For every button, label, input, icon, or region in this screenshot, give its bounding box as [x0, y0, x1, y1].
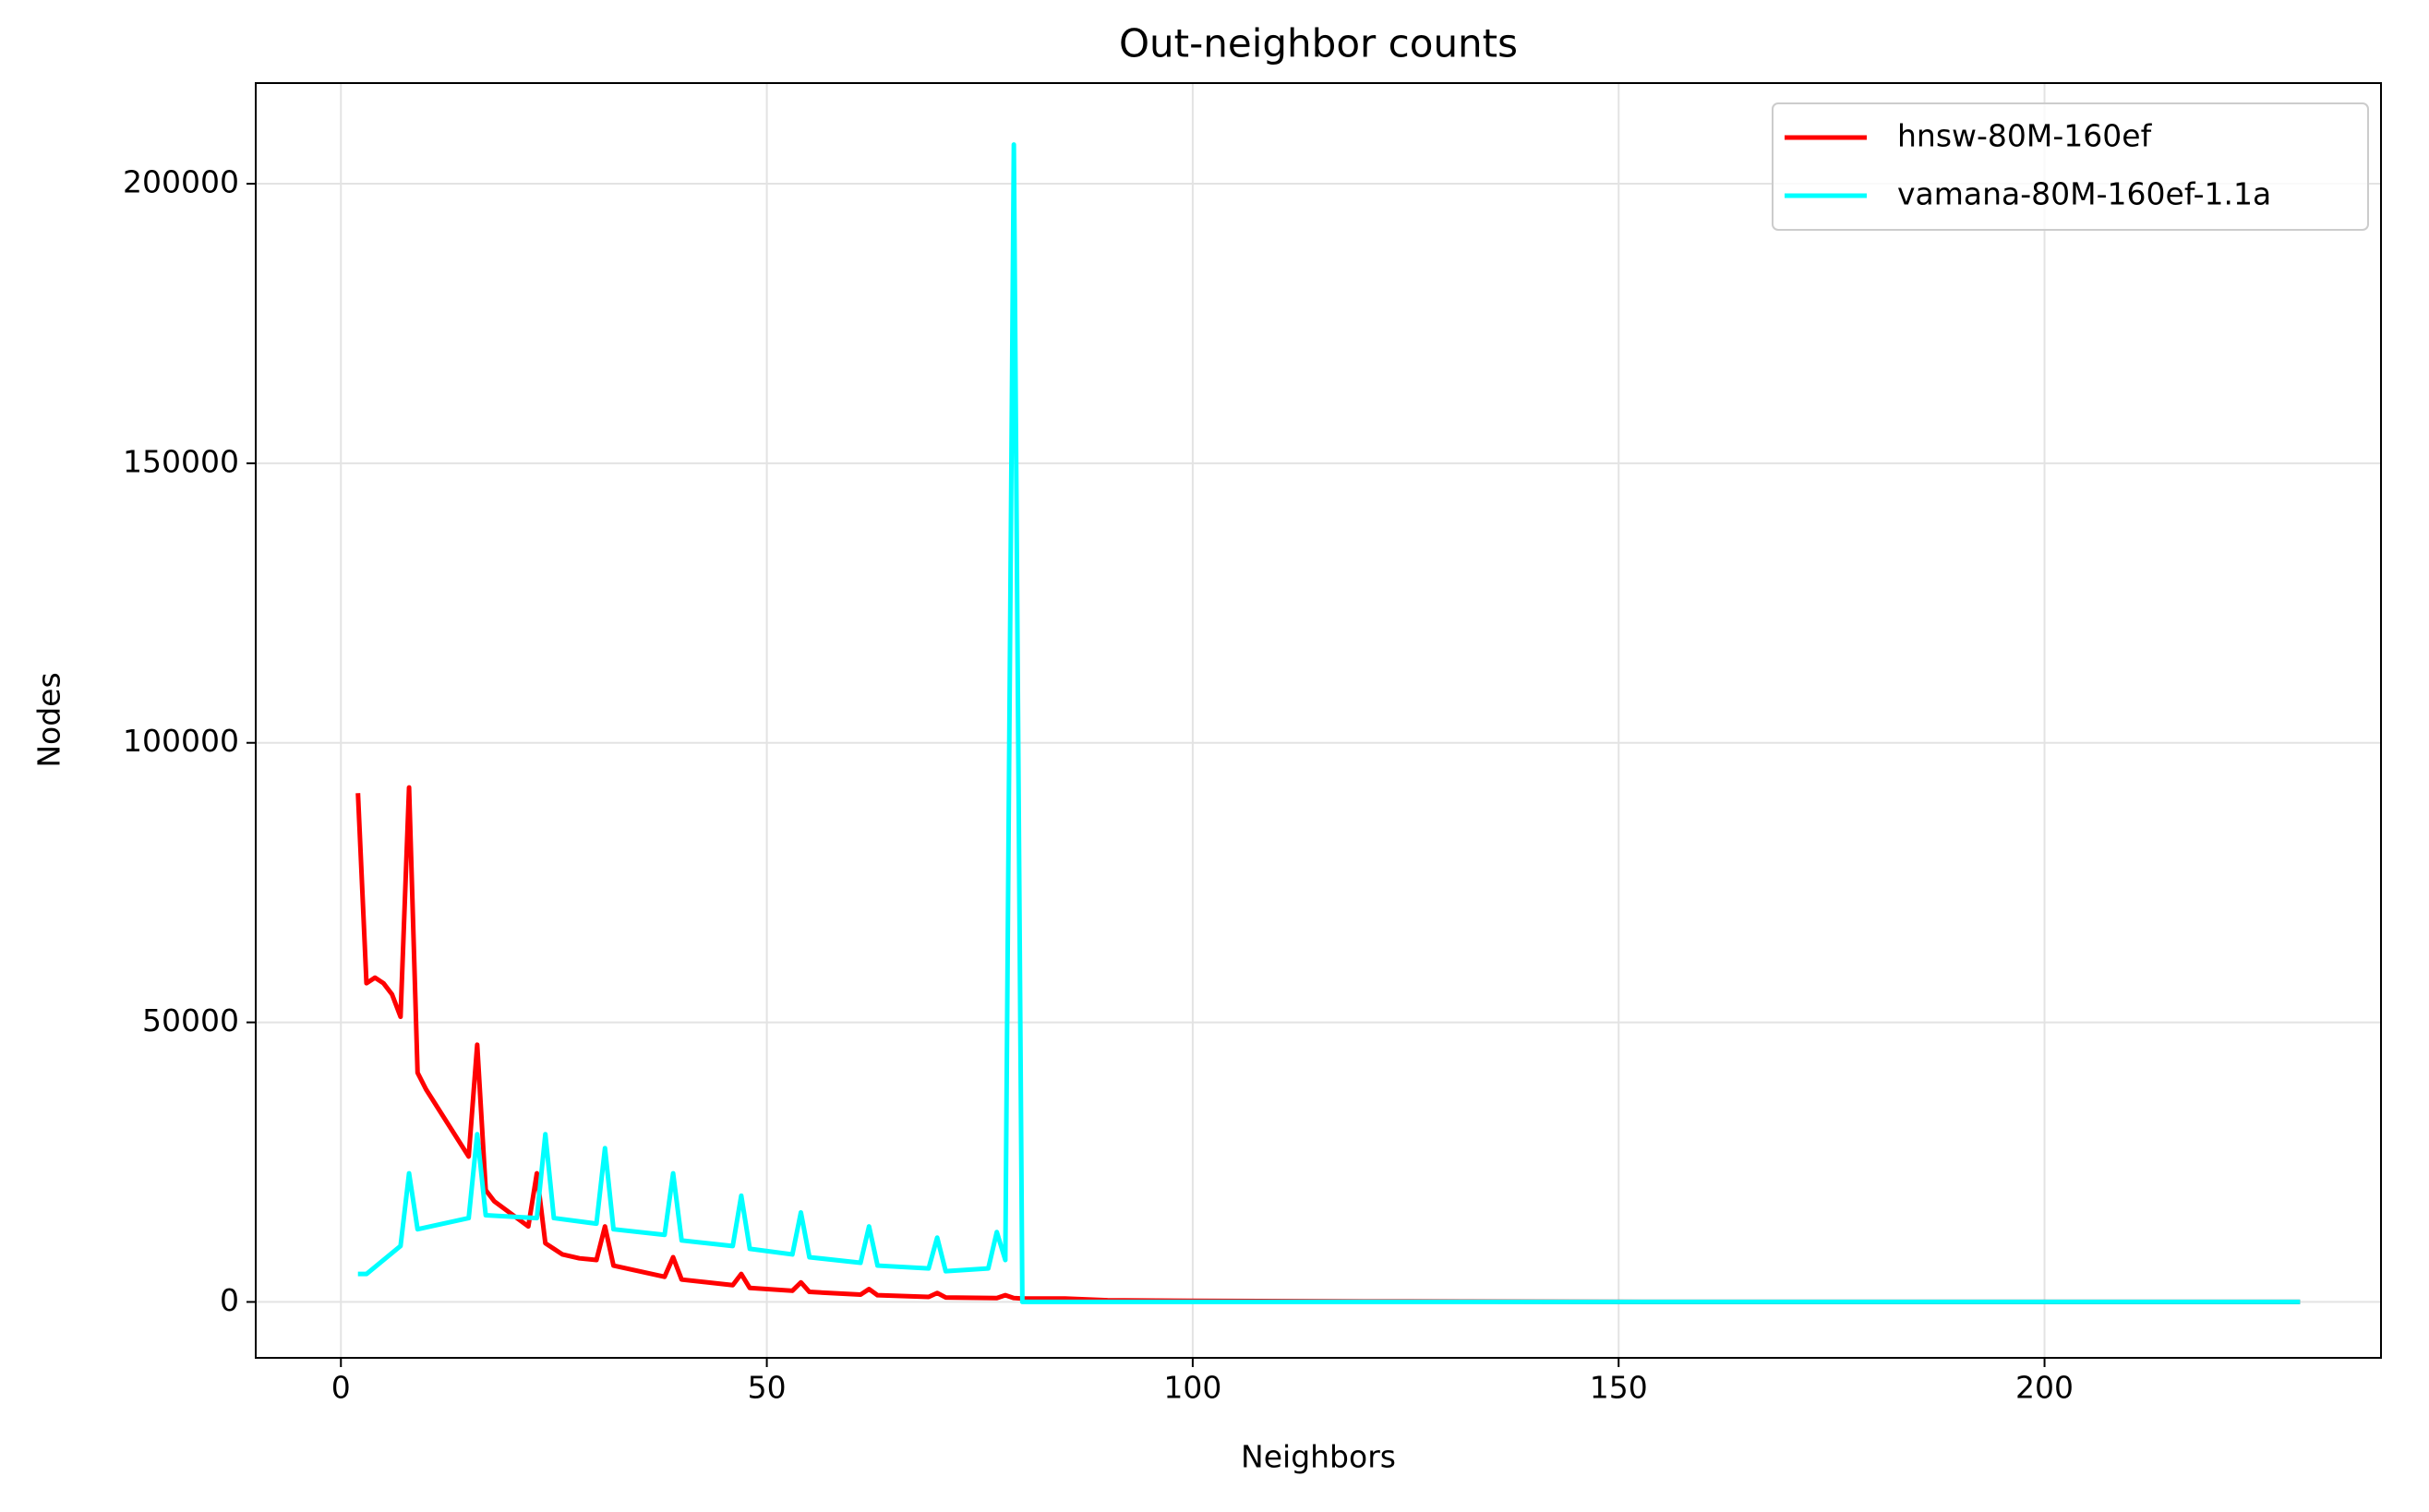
- y-tick-label: 200000: [123, 164, 239, 200]
- legend-label: vamana-80M-160ef-1.1a: [1897, 176, 2271, 212]
- series-line: [357, 142, 2301, 1304]
- x-axis-label: Neighbors: [1241, 1439, 1396, 1475]
- legend-label: hnsw-80M-160ef: [1897, 118, 2153, 154]
- y-tick-label: 150000: [123, 443, 239, 479]
- x-tick-label: 200: [2015, 1370, 2074, 1406]
- y-tick-label: 100000: [123, 723, 239, 759]
- x-tick-label: 150: [1590, 1370, 1648, 1406]
- x-tick-label: 0: [331, 1370, 351, 1406]
- legend-box: [1772, 102, 2369, 231]
- series-line: [355, 785, 2301, 1304]
- y-axis-label: Nodes: [31, 672, 67, 767]
- x-tick-label: 50: [748, 1370, 787, 1406]
- chart-title: Out-neighbor counts: [1119, 21, 1518, 66]
- y-tick-label: 0: [220, 1282, 239, 1318]
- x-tick-label: 100: [1163, 1370, 1221, 1406]
- plot-frame: [255, 82, 2382, 1359]
- y-tick-label: 50000: [142, 1002, 239, 1038]
